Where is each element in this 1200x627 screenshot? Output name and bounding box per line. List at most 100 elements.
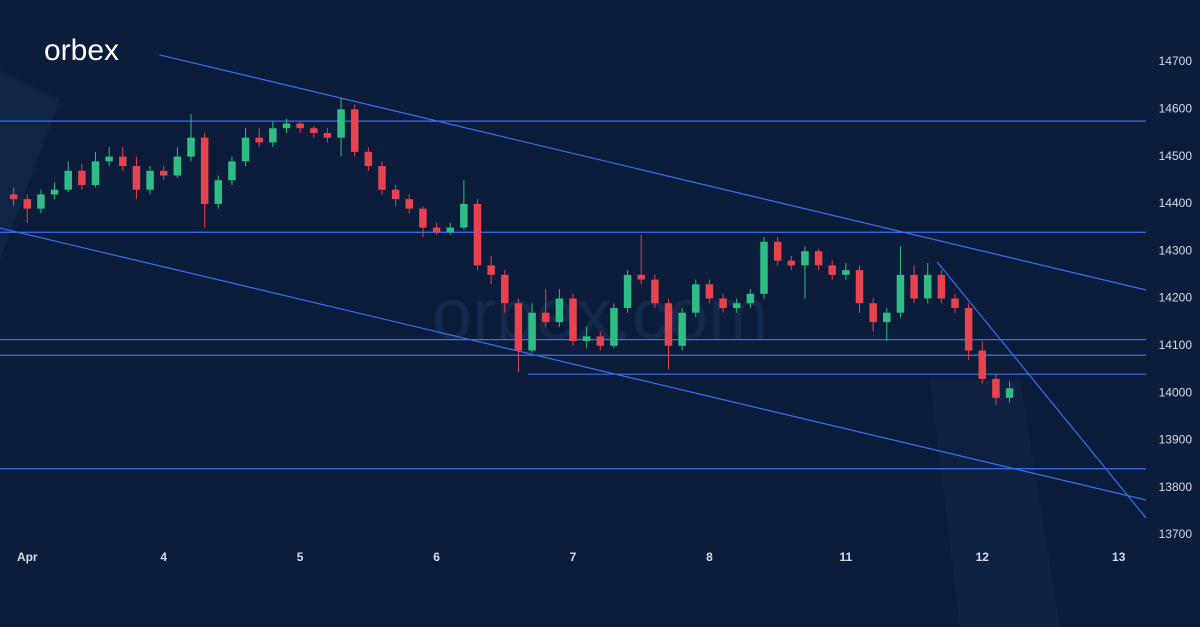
candle-body (582, 336, 591, 342)
candle-body (187, 137, 195, 157)
candle-body (855, 270, 864, 304)
candle-body (37, 194, 45, 209)
candle-body (923, 274, 932, 299)
candle-body (937, 274, 946, 299)
candle-body (473, 203, 482, 266)
candle-body (787, 260, 796, 266)
y-tick-label: 14600 (1159, 101, 1193, 115)
candle-body (664, 303, 673, 346)
x-tick-label: 6 (433, 550, 440, 564)
x-tick-label: Apr (17, 550, 38, 564)
candle-body (651, 279, 659, 304)
y-tick-label: 14100 (1159, 338, 1193, 352)
y-tick-label: 14500 (1159, 149, 1193, 163)
bg-shape (0, 70, 60, 260)
candle-body (323, 132, 332, 138)
candle-body (23, 199, 32, 209)
x-tick-label: 7 (570, 550, 577, 564)
candle-body (241, 137, 250, 162)
candle-body (50, 189, 59, 195)
x-tick-label: 5 (297, 550, 304, 564)
candle-body (746, 293, 755, 304)
candle-body (200, 137, 209, 204)
candle-body (432, 227, 441, 233)
candle-body (514, 303, 523, 351)
candle-body (678, 312, 686, 346)
candle-body (610, 307, 618, 346)
y-tick-label: 14700 (1159, 54, 1193, 68)
x-tick-label: 8 (706, 550, 713, 564)
candle-body (501, 274, 509, 304)
candle-body (760, 241, 768, 294)
logo: orbex (44, 34, 119, 67)
candle-body (228, 161, 236, 181)
candle-body (391, 189, 400, 200)
candle-body (910, 274, 918, 299)
candle-body (814, 251, 823, 266)
x-tick-label: 13 (1112, 550, 1126, 564)
y-tick-label: 14000 (1159, 385, 1193, 399)
candle-body (405, 199, 414, 209)
trend-line (0, 227, 1147, 501)
candle-body (64, 170, 72, 190)
candle-body (282, 123, 291, 129)
candle-body (146, 170, 154, 190)
candle-body (637, 274, 645, 280)
candle-body (596, 336, 605, 346)
candle-body (214, 180, 223, 204)
candle-body (732, 303, 741, 308)
candle-body (1005, 388, 1014, 398)
candle-body (296, 123, 304, 129)
candle-body (692, 284, 700, 313)
candle-body (623, 274, 632, 308)
candle-body (828, 265, 836, 275)
y-tick-label: 13800 (1159, 480, 1193, 494)
candle-body (951, 298, 959, 308)
candle-body (842, 270, 850, 275)
candle-body (173, 156, 182, 176)
candle-body (105, 156, 113, 162)
y-tick-label: 13700 (1159, 527, 1193, 541)
x-tick-label: 11 (840, 550, 853, 564)
candle-body (992, 378, 1000, 398)
candle-body (460, 203, 468, 228)
candle-body (78, 170, 86, 185)
candle-body (419, 208, 427, 228)
candle-body (269, 128, 277, 143)
candle-body (378, 166, 386, 190)
candle-body (132, 166, 141, 190)
candle-body (801, 251, 809, 266)
y-tick-label: 14300 (1159, 243, 1193, 257)
candle-body (705, 284, 714, 299)
x-tick-label: 4 (160, 550, 167, 564)
candle-body (255, 137, 263, 143)
candle-body (719, 298, 727, 308)
candle-body (528, 312, 536, 351)
y-tick-label: 14400 (1159, 196, 1193, 210)
candle-body (446, 227, 454, 233)
candle-body (9, 194, 18, 200)
candle-body (364, 151, 373, 167)
trend-line (159, 54, 1147, 291)
x-tick-label: 12 (976, 550, 990, 564)
candle-body (773, 241, 782, 261)
candle-body (896, 274, 905, 313)
candle-body (883, 312, 891, 323)
candle-body (569, 298, 577, 342)
candle-body (964, 307, 973, 351)
candle-body (91, 161, 100, 185)
bg-shape (930, 380, 1060, 627)
candle-body (487, 265, 495, 275)
candle-body (159, 170, 168, 176)
candle-body (350, 109, 359, 152)
candle-body (119, 156, 127, 167)
y-tick-label: 14200 (1159, 291, 1193, 305)
candle-body (555, 298, 564, 323)
candle-body (978, 350, 987, 379)
candle-body (869, 303, 877, 323)
trend-line (936, 261, 1147, 519)
y-tick-label: 13900 (1159, 433, 1193, 447)
candle-body (337, 109, 345, 138)
candle-body (541, 312, 550, 323)
